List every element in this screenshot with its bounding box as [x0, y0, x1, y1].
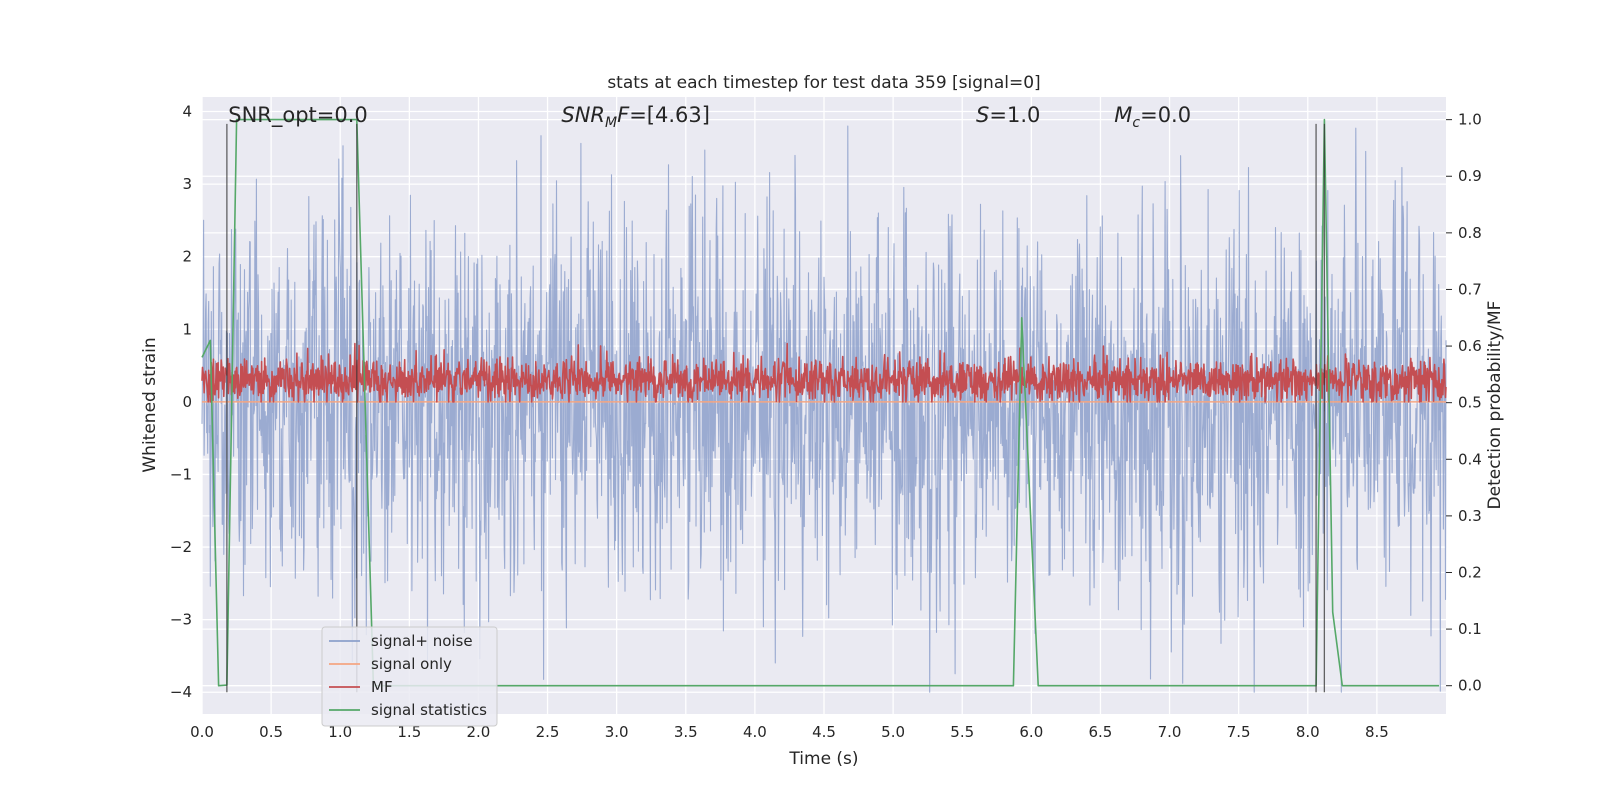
x-tick-label-8: 4.0 [743, 723, 767, 741]
y-tick-right-label-10: 0.0 [1458, 677, 1482, 695]
annotation-3: Mc=0.0 [1114, 103, 1191, 131]
chart-title: stats at each timestep for test data 359… [607, 73, 1040, 93]
y-axis-right-ticks: 1.0 0.9 0.8 0.7 0.6 0.5 0.4 0.3 0.2 0.1 0.0 [1446, 111, 1482, 695]
y-tick-right-label-0: 1.0 [1458, 111, 1482, 129]
x-tick-label-7: 3.5 [674, 723, 698, 741]
series-signal-statistics [201, 118, 1440, 687]
y-tick-right-label-5: 0.5 [1458, 394, 1482, 412]
x-tick-label-0: 0.0 [190, 723, 214, 741]
y-tick-right-label-9: 0.1 [1458, 620, 1482, 638]
legend-label-3: signal statistics [371, 701, 487, 719]
x-tick-label-14: 7.0 [1158, 723, 1182, 741]
x-tick-label-1: 0.5 [259, 723, 283, 741]
x-tick-label-9: 4.5 [812, 723, 836, 741]
series-layer [201, 118, 1447, 693]
x-tick-label-3: 1.5 [397, 723, 421, 741]
y-axis-left-ticks: 4 3 2 1 0 −1 −2 −3 −4 [170, 103, 192, 702]
legend-label-1: signal only [371, 655, 452, 673]
annotations: SNR_opt=0.0 SNRMF=[4.63] S=1.0 Mc=0.0 [228, 103, 1191, 131]
y-tick-left-label-3: 1 [182, 320, 192, 338]
y-tick-left-label-7: −3 [170, 611, 192, 629]
x-tick-label-11: 5.5 [950, 723, 974, 741]
x-tick-label-15: 7.5 [1227, 723, 1251, 741]
x-tick-label-6: 3.0 [605, 723, 629, 741]
y-tick-left-label-6: −2 [170, 538, 192, 556]
y-tick-right-label-2: 0.8 [1458, 224, 1482, 242]
y-tick-right-label-1: 0.9 [1458, 167, 1482, 185]
x-tick-label-2: 1.0 [328, 723, 352, 741]
x-tick-label-4: 2.0 [467, 723, 491, 741]
x-tick-label-10: 5.0 [881, 723, 905, 741]
y-tick-right-label-7: 0.3 [1458, 507, 1482, 525]
y-tick-left-label-1: 3 [182, 175, 192, 193]
x-tick-label-16: 8.0 [1296, 723, 1320, 741]
y-tick-right-label-4: 0.6 [1458, 337, 1482, 355]
annotation-1: SNRMF=[4.63] [561, 103, 710, 131]
legend: signal+ noise signal only MF signal statist… [321, 626, 498, 727]
y-tick-left-label-8: −4 [170, 683, 192, 701]
x-tick-label-12: 6.0 [1019, 723, 1043, 741]
y-tick-left-label-2: 2 [182, 248, 192, 266]
x-axis-ticks: 0.0 0.5 1.0 1.5 2.0 2.5 3.0 3.5 4.0 4.5 5.0 5.5 6.0 6… [190, 723, 1389, 741]
series-mf [201, 342, 1447, 403]
annotation-0: SNR_opt=0.0 [228, 103, 368, 128]
y-tick-right-label-6: 0.4 [1458, 450, 1482, 468]
y-tick-left-label-0: 4 [182, 103, 192, 121]
vertical-markers [226, 123, 1326, 693]
y-axis-left-label: Whitened strain [140, 337, 160, 472]
series-signal-noise [201, 125, 1447, 693]
y-tick-left-label-5: −1 [170, 465, 192, 483]
x-axis-label: Time (s) [788, 749, 858, 769]
legend-label-2: MF [371, 678, 393, 696]
y-tick-right-label-3: 0.7 [1458, 280, 1482, 298]
y-axis-right-label: Detection probability/MF [1485, 301, 1505, 510]
x-tick-label-13: 6.5 [1089, 723, 1113, 741]
legend-entries: signal+ noise signal only MF signal statist… [329, 632, 487, 719]
x-tick-label-5: 2.5 [536, 723, 560, 741]
annotation-2: S=1.0 [976, 103, 1040, 127]
legend-label-0: signal+ noise [371, 632, 473, 650]
legend-box [321, 626, 498, 727]
y-tick-left-label-4: 0 [182, 393, 192, 411]
y-tick-right-label-8: 0.2 [1458, 563, 1482, 581]
x-tick-label-17: 8.5 [1365, 723, 1389, 741]
